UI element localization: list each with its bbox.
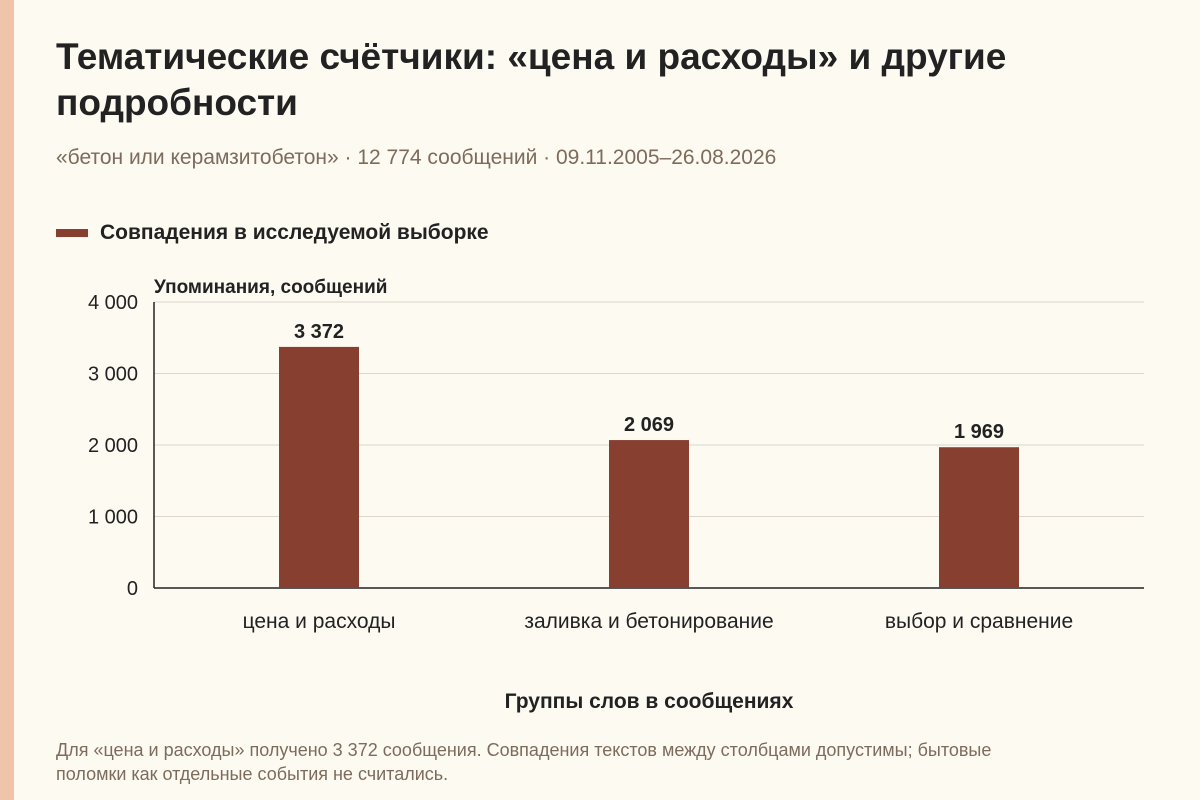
legend-label: Совпадения в исследуемой выборке	[100, 221, 489, 244]
bar	[939, 447, 1019, 588]
chart-caption: Для «цена и расходы» получено 3 372 сооб…	[56, 740, 992, 784]
y-tick-label: 4 000	[88, 292, 138, 314]
x-axis-label: Группы слов в сообщениях	[505, 690, 794, 713]
legend-swatch	[56, 229, 88, 237]
y-tick-label: 2 000	[88, 435, 138, 457]
y-tick-label: 1 000	[88, 507, 138, 529]
chart-subtitle: «бетон или керамзитобетон» · 12 774 сооб…	[56, 146, 777, 169]
bar	[609, 440, 689, 588]
x-tick-label: выбор и сравнение	[885, 610, 1073, 633]
x-tick-label: цена и расходы	[243, 610, 396, 633]
y-tick-label: 0	[127, 578, 138, 600]
y-axis-label: Упоминания, сообщений	[154, 277, 387, 298]
bar	[279, 346, 359, 588]
bar-value-label: 3 372	[294, 321, 344, 343]
bar-value-label: 2 069	[624, 414, 674, 436]
chart-title: Тематические счётчики: «цена и расходы» …	[56, 36, 1007, 123]
x-tick-label: заливка и бетонирование	[524, 610, 773, 633]
legend: Совпадения в исследуемой выборке	[56, 218, 489, 248]
left-accent-stripe	[0, 0, 14, 800]
y-tick-label: 3 000	[88, 364, 138, 386]
bar-value-label: 1 969	[954, 421, 1004, 443]
